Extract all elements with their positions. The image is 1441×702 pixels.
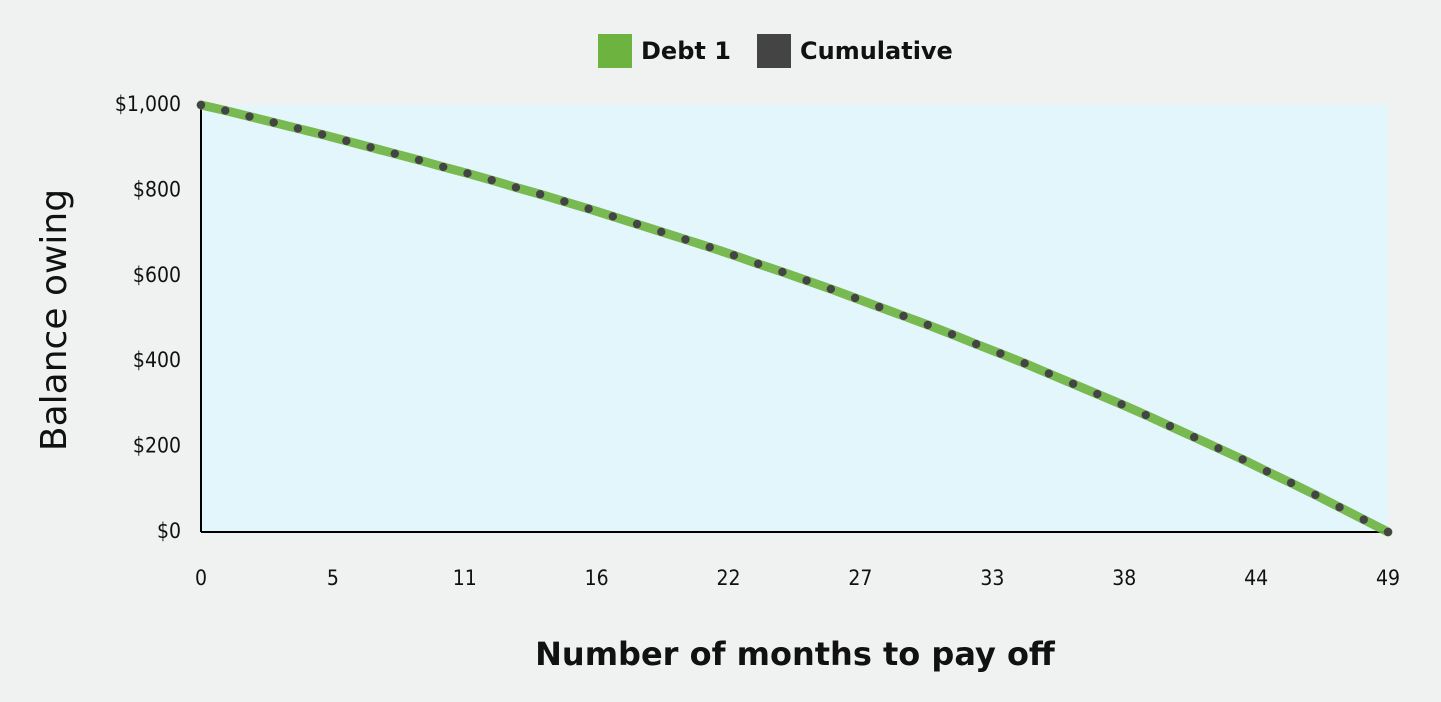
cumulative-dot <box>802 276 811 285</box>
cumulative-dot <box>196 100 206 110</box>
x-tick-label: 49 <box>1376 566 1400 590</box>
cumulative-dot <box>923 320 932 330</box>
y-tick-label: $200 <box>133 434 181 458</box>
legend-swatch <box>598 34 632 68</box>
x-tick-label: 5 <box>327 566 339 590</box>
cumulative-dot <box>560 197 569 206</box>
x-tick-label: 22 <box>717 566 741 590</box>
x-axis-title: Number of months to pay off <box>535 635 1056 673</box>
cumulative-dot <box>1117 400 1126 409</box>
cumulative-dot <box>608 212 618 221</box>
legend-label: Debt 1 <box>641 37 731 65</box>
cumulative-dot <box>317 130 327 139</box>
legend-label: Cumulative <box>800 37 953 65</box>
cumulative-dot <box>681 235 690 244</box>
y-tick-label: $600 <box>133 263 181 287</box>
cumulative-dot <box>1068 379 1078 389</box>
x-tick-label: 33 <box>980 566 1004 590</box>
cumulative-dot <box>1383 527 1393 537</box>
x-tick-label: 38 <box>1112 566 1136 590</box>
cumulative-dot <box>390 149 399 158</box>
cumulative-dot <box>1141 410 1150 420</box>
cumulative-dot <box>269 118 278 127</box>
cumulative-dot <box>535 190 545 199</box>
cumulative-dot <box>1093 389 1102 399</box>
cumulative-dot <box>1020 359 1029 368</box>
x-tick-label: 11 <box>453 566 477 590</box>
y-tick-label: $400 <box>133 348 181 372</box>
cumulative-dot <box>850 293 860 303</box>
cumulative-dot <box>463 169 472 178</box>
x-tick-label: 44 <box>1244 566 1268 590</box>
cumulative-dot <box>875 302 884 312</box>
x-tick-label: 27 <box>848 566 872 590</box>
cumulative-dot <box>1286 478 1296 488</box>
cumulative-dot <box>221 106 230 115</box>
cumulative-dot <box>657 227 666 237</box>
cumulative-dot <box>753 259 763 269</box>
x-tick-label: 16 <box>585 566 609 590</box>
cumulative-dot <box>1311 490 1320 500</box>
cumulative-dot <box>1044 369 1054 378</box>
cumulative-dot <box>1335 503 1344 512</box>
cumulative-dot <box>729 251 739 260</box>
cumulative-dot <box>826 284 836 294</box>
cumulative-dot <box>245 112 254 121</box>
y-axis-title: Balance owing <box>34 189 75 451</box>
cumulative-dot <box>632 219 642 229</box>
cumulative-dot <box>1238 455 1247 464</box>
cumulative-dot <box>511 183 521 192</box>
cumulative-dot <box>996 349 1005 358</box>
cumulative-dot <box>705 242 714 252</box>
cumulative-dot <box>899 311 908 321</box>
cumulative-dot <box>947 330 957 339</box>
y-tick-label: $1,000 <box>115 92 181 116</box>
cumulative-dot <box>1262 467 1272 476</box>
cumulative-dot <box>414 155 424 165</box>
y-tick-label: $800 <box>133 177 181 201</box>
cumulative-dot <box>1165 421 1175 431</box>
y-tick-label: $0 <box>157 519 181 543</box>
cumulative-dot <box>1359 515 1368 524</box>
cumulative-dot <box>778 267 787 277</box>
cumulative-dot <box>439 162 448 172</box>
cumulative-dot <box>1190 433 1199 442</box>
cumulative-dot <box>584 204 593 213</box>
cumulative-dot <box>971 339 981 349</box>
x-tick-label: 0 <box>195 566 207 590</box>
cumulative-dot <box>342 136 351 146</box>
plot-area <box>201 105 1388 532</box>
cumulative-dot <box>366 143 375 152</box>
cumulative-dot <box>293 124 303 133</box>
cumulative-dot <box>487 175 496 185</box>
legend-swatch <box>757 34 791 68</box>
cumulative-dot <box>1214 444 1223 453</box>
